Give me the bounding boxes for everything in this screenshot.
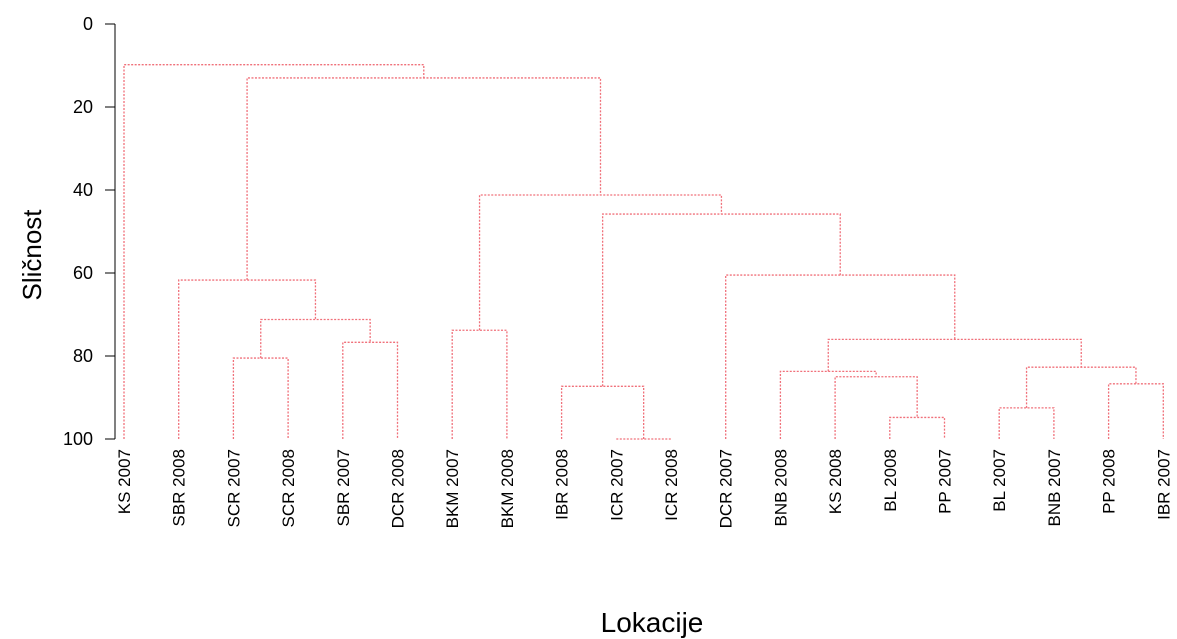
leaf-label: ICR 2008 xyxy=(662,449,681,521)
dendrogram-link xyxy=(478,194,723,331)
leaf-label: BNB 2008 xyxy=(771,449,790,527)
leaf-label: ICR 2007 xyxy=(607,449,626,521)
y-tick-label: 20 xyxy=(73,97,93,117)
leaf-label: DCR 2008 xyxy=(389,449,408,528)
y-tick-label: 80 xyxy=(73,346,93,366)
leaf-label: KS 2008 xyxy=(826,449,845,514)
leaf-label: PP 2007 xyxy=(936,449,955,514)
y-tick-label: 0 xyxy=(83,14,93,34)
leaf-label: SBR 2007 xyxy=(334,449,353,527)
dendrogram-link xyxy=(834,376,918,439)
dendrogram-link xyxy=(998,407,1055,439)
leaf-label: BNB 2007 xyxy=(1045,449,1064,527)
dendrogram-link xyxy=(260,318,371,359)
leaf-label: IBR 2007 xyxy=(1154,449,1173,520)
dendrogram-link xyxy=(451,329,508,439)
dendrogram-link xyxy=(1107,383,1164,439)
leaf-label: IBR 2008 xyxy=(553,449,572,520)
dendrogram-link xyxy=(178,279,317,439)
y-tick-label: 40 xyxy=(73,180,93,200)
dendrogram-link xyxy=(123,64,425,439)
dendrogram-link xyxy=(889,416,946,439)
leaf-label: BL 2007 xyxy=(990,449,1009,512)
y-tick-label: 100 xyxy=(63,429,93,449)
dendrogram-link xyxy=(827,338,1082,372)
leaf-label: SBR 2008 xyxy=(170,449,189,527)
dendrogram-links xyxy=(123,64,1164,440)
leaf-label: DCR 2007 xyxy=(717,449,736,528)
y-axis-title: Sličnost xyxy=(17,209,47,301)
dendrogram-link xyxy=(1025,366,1137,408)
dendrogram-link xyxy=(560,385,645,439)
x-axis-title: Lokacije xyxy=(601,607,704,638)
leaf-label: BKM 2007 xyxy=(443,449,462,528)
dendrogram-link xyxy=(342,341,399,439)
leaf-label: BL 2008 xyxy=(881,449,900,512)
leaf-label: SCR 2008 xyxy=(279,449,298,527)
dendrogram-link xyxy=(601,213,841,387)
y-axis: 0 20 40 60 80 100 xyxy=(63,14,116,449)
dendrogram-link xyxy=(725,274,956,439)
leaf-label: PP 2008 xyxy=(1100,449,1119,514)
leaf-labels: KS 2007 SBR 2008 SCR 2007 SCR 2008 SBR 2007 D… xyxy=(115,449,1173,528)
y-tick-label: 60 xyxy=(73,263,93,283)
leaf-label: BKM 2008 xyxy=(498,449,517,528)
leaf-label: SCR 2007 xyxy=(224,449,243,527)
dendrogram-link xyxy=(779,370,877,439)
dendrogram-link xyxy=(246,77,602,281)
dendrogram-link xyxy=(232,357,289,439)
leaf-label: KS 2007 xyxy=(115,449,134,514)
